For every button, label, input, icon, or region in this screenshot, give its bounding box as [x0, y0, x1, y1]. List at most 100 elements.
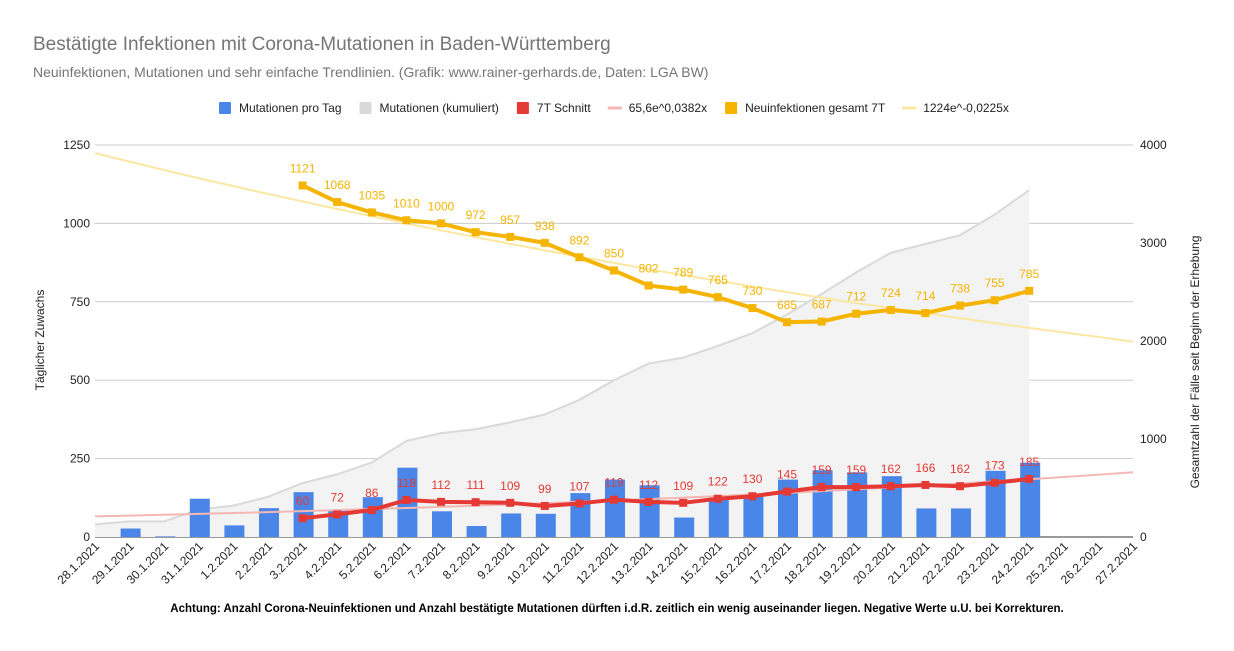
data-point	[783, 318, 791, 327]
legend-swatch	[359, 102, 372, 114]
data-point	[817, 317, 826, 326]
data-point	[298, 514, 307, 523]
data-point	[921, 480, 930, 489]
data-label: 159	[812, 463, 832, 477]
bar	[985, 470, 1006, 537]
data-point	[817, 483, 826, 492]
data-point	[402, 216, 411, 225]
data-label: 765	[708, 273, 728, 287]
data-label: 185	[1019, 455, 1039, 469]
data-label: 145	[777, 468, 797, 482]
bar	[501, 513, 522, 537]
y-tick-label-left: 250	[70, 452, 90, 466]
data-label: 1035	[358, 188, 385, 202]
data-label: 86	[365, 486, 379, 500]
data-label: 162	[881, 462, 901, 476]
data-point	[748, 304, 757, 313]
data-point	[506, 232, 515, 241]
data-label: 714	[915, 289, 935, 303]
data-label: 173	[985, 459, 1005, 473]
y-tick-label-left: 500	[70, 373, 90, 387]
bar	[432, 511, 452, 537]
legend-swatch	[725, 102, 738, 114]
footnote: Achtung: Anzahl Corona-Neuinfektionen un…	[170, 603, 1064, 615]
data-point	[471, 228, 480, 237]
bar	[155, 536, 176, 537]
data-label: 118	[397, 476, 416, 490]
data-label: 119	[604, 476, 623, 490]
cumulative-area	[94, 189, 1030, 537]
legend-label: 7T Schnitt	[537, 101, 591, 115]
y-tick-label-right: 2000	[1140, 334, 1167, 348]
data-label: 122	[708, 475, 728, 489]
bar	[743, 495, 764, 537]
legend-swatch	[516, 102, 529, 114]
legend-item: Mutationen pro Tag	[219, 101, 342, 115]
data-label: 60	[296, 494, 310, 508]
data-label: 162	[950, 462, 970, 476]
data-point	[1025, 286, 1034, 295]
data-label: 109	[673, 479, 693, 493]
data-point	[367, 208, 376, 217]
data-label: 712	[846, 290, 866, 304]
data-point	[990, 478, 999, 487]
data-point	[852, 309, 861, 318]
bar	[259, 508, 279, 537]
data-point	[886, 482, 895, 491]
data-point	[713, 494, 722, 503]
legend-item: 65,6e^0,0382x	[607, 101, 707, 115]
data-point	[921, 309, 930, 318]
y-axis-label-right: Gesamtzahl der Fälle seit Beginn der Erh…	[1188, 236, 1202, 489]
data-label: 72	[331, 490, 345, 504]
data-label: 1121	[290, 161, 316, 175]
data-point	[506, 498, 515, 507]
data-point	[783, 487, 791, 496]
data-label: 111	[466, 478, 485, 492]
data-point	[471, 498, 480, 507]
bar	[639, 485, 660, 537]
data-point	[333, 198, 342, 207]
data-label: 130	[742, 472, 762, 486]
data-point	[1025, 474, 1034, 483]
data-point	[437, 497, 445, 506]
data-label: 112	[639, 478, 658, 492]
data-point	[644, 281, 653, 290]
data-point	[367, 506, 376, 515]
bar	[605, 479, 625, 537]
bar	[535, 513, 556, 537]
legend-label: Mutationen pro Tag	[239, 101, 342, 115]
legend-label: Mutationen (kumuliert)	[380, 101, 499, 115]
legend-item: Mutationen (kumuliert)	[359, 101, 499, 115]
data-point	[644, 497, 653, 506]
y-tick-label-right: 0	[1140, 530, 1147, 544]
data-label: 755	[985, 276, 1005, 290]
data-point	[540, 501, 549, 510]
data-point	[852, 483, 861, 492]
data-label: 892	[569, 233, 589, 247]
data-point	[333, 510, 342, 519]
data-label: 159	[846, 463, 866, 477]
series-line	[301, 183, 1030, 325]
data-point	[610, 266, 618, 275]
data-label: 738	[950, 282, 970, 296]
y-tick-label-left: 1000	[63, 216, 90, 230]
data-label: 112	[431, 478, 450, 492]
bar	[881, 476, 902, 537]
data-point	[956, 301, 964, 310]
legend-swatch	[607, 106, 622, 110]
data-label: 687	[812, 298, 832, 312]
data-point	[402, 495, 411, 504]
data-label: 1000	[428, 199, 455, 213]
data-label: 785	[1019, 267, 1039, 281]
data-label: 802	[639, 261, 659, 275]
legend-item: Neuinfektionen gesamt 7T	[725, 101, 886, 115]
data-label: 1068	[324, 178, 351, 192]
line-series: 60 72 86 118 112 111 109 99 107 119 112 109 122 130 14…	[290, 161, 1040, 523]
data-label: 724	[881, 286, 901, 300]
data-label: 789	[673, 266, 693, 280]
data-point	[575, 253, 584, 262]
bar	[708, 497, 729, 537]
y-tick-label-right: 4000	[1140, 138, 1167, 152]
legend: Mutationen pro Tag Mutationen (kumuliert)…	[219, 101, 1009, 115]
